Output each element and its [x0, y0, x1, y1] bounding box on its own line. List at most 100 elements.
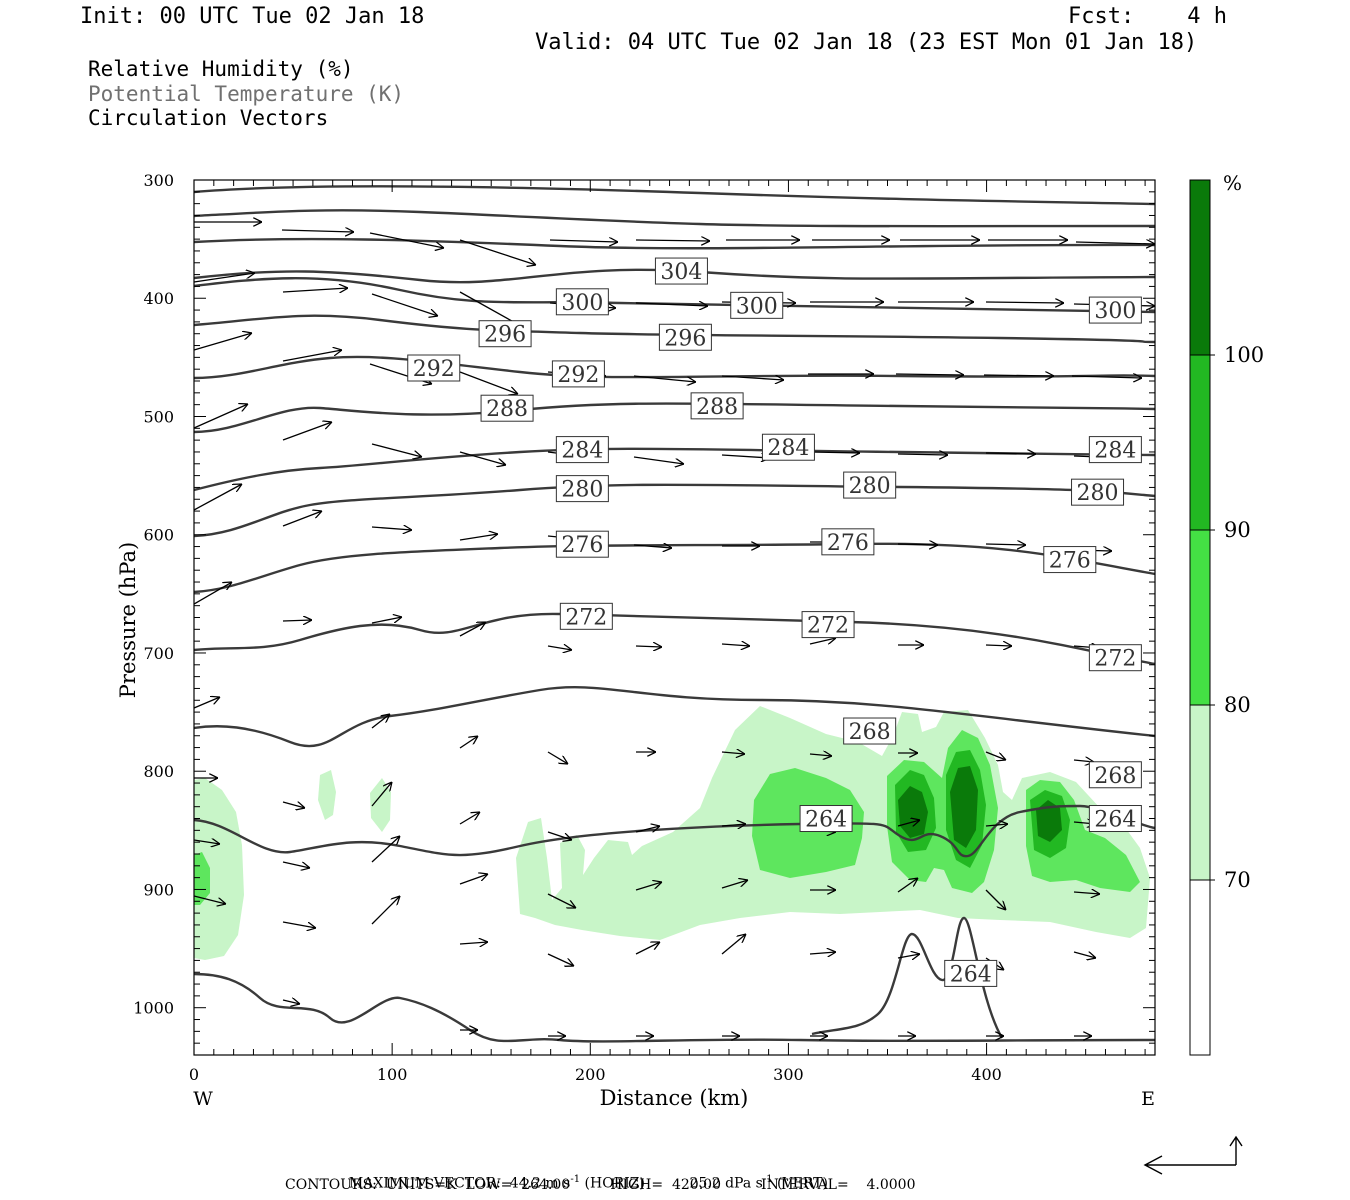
theta-label-box [799, 805, 853, 833]
theta-label-box [555, 530, 609, 558]
max-vert-value: 25.2 dPa s [689, 1175, 763, 1192]
axis-tick-labels: 0 100 200 300 400 300 400 500 600 700 800 900 1000 [133, 171, 1002, 1084]
circulation-vector [371, 896, 400, 925]
theta-label: 284 [561, 439, 603, 464]
theta-label-box [478, 320, 532, 348]
circulation-vector [721, 934, 746, 955]
circulation-vector [371, 617, 402, 624]
theta-contour [194, 542, 1155, 594]
circulation-vector [633, 456, 684, 464]
colorbar-frame [1189, 179, 1211, 1056]
circulation-vector [809, 754, 832, 756]
max-horiz-unit: (HORIZ) [580, 1175, 645, 1192]
circulation-vector [809, 638, 836, 645]
circulation-vector [282, 511, 322, 527]
circulation-vector [721, 824, 746, 826]
x-tick-label: 200 [575, 1065, 606, 1084]
circulation-vector [282, 288, 348, 292]
theta-label: 288 [486, 397, 528, 422]
circulation-vector [635, 240, 710, 241]
theta-contour [194, 972, 1155, 1043]
circulation-vector [193, 697, 220, 709]
theta-label: 264 [805, 808, 847, 833]
circulation-vector [985, 645, 1012, 646]
circulation-vector [282, 921, 316, 928]
theta-label-box [821, 528, 875, 556]
circulation-vector [282, 350, 342, 362]
circulation-vector [371, 293, 438, 316]
theta-label-box [730, 291, 784, 319]
theta-label: 304 [660, 260, 702, 285]
theta-label-box [1088, 805, 1142, 833]
theta-contour [194, 185, 1155, 206]
circulation-vector [193, 333, 252, 351]
max-vert-exponent: -1 [762, 1174, 773, 1185]
legend-rh: Relative Humidity (%) [88, 57, 354, 81]
circulation-vector [282, 1000, 300, 1004]
theta-label: 280 [1077, 481, 1119, 506]
theta-label-box [1071, 478, 1125, 506]
circulation-vector [193, 273, 255, 283]
theta-label-box [480, 394, 534, 422]
circulation-vector [635, 826, 660, 833]
circulation-vector [1075, 242, 1155, 244]
circulation-vector [635, 303, 708, 306]
theta-label: 272 [565, 605, 607, 630]
theta-label: 268 [1094, 764, 1136, 789]
circulation-vector [282, 620, 312, 621]
theta-label-box [407, 354, 461, 382]
theta-label: 280 [849, 474, 891, 499]
theta-label: 300 [1094, 299, 1136, 324]
legend-theta: Potential Temperature (K) [88, 82, 405, 106]
theta-label: 276 [1049, 549, 1091, 574]
circulation-vector [547, 893, 576, 908]
x-tick-label: 400 [971, 1065, 1002, 1084]
colorbar: % 100 90 80 70 [1189, 171, 1264, 1056]
circulation-vector [371, 527, 412, 530]
valid-time: Valid: 04 UTC Tue 02 Jan 18 (23 EST Mon … [535, 30, 1198, 55]
contour-info: CONTOURS: UNITS=K LOW= 264.00 HIGH= 420.… [285, 1177, 916, 1193]
theta-label-box [555, 436, 609, 464]
circulation-vector [895, 374, 964, 375]
theta-contour [194, 268, 1155, 284]
colorbar-bin-below-70 [1190, 880, 1210, 1055]
circulation-vector [897, 820, 920, 826]
circulation-vector [371, 714, 390, 729]
circulation-vector [1071, 376, 1142, 378]
theta-label-box [559, 602, 613, 630]
circulation-vector [193, 484, 242, 511]
theta-label: 300 [561, 291, 603, 316]
circulation-vector [281, 230, 354, 232]
theta-label-box [658, 323, 712, 351]
circulation-vector [282, 802, 305, 808]
rh-100-region [1036, 800, 1062, 842]
rh-80-region [194, 852, 210, 905]
theta-label: 268 [849, 720, 891, 745]
colorbar-bin-100 [1190, 180, 1210, 355]
colorbar-bin-90 [1190, 355, 1210, 530]
circulation-vector [635, 942, 660, 955]
theta-label-box [551, 360, 605, 388]
circulation-vector [635, 882, 662, 891]
theta-label-box [843, 471, 897, 499]
y-tick-label: 800 [143, 762, 174, 781]
forecast-hour: Fcst: 4 h [1068, 4, 1227, 29]
theta-label-layer: 304 300 300 300 296 296 292 292 288 288 284 284 284 2… [407, 257, 1142, 987]
rh-100-region [950, 766, 978, 848]
circulation-vector [1073, 952, 1096, 958]
x-tick-label: 300 [773, 1065, 804, 1084]
circulation-vector [282, 422, 332, 441]
theta-label: 288 [696, 395, 738, 420]
colorbar-unit: % [1223, 171, 1242, 195]
circulation-vector [547, 646, 572, 650]
theta-label: 284 [1094, 439, 1136, 464]
circulation-vector [193, 895, 226, 904]
theta-label-box [555, 288, 609, 316]
x-tick-label: 0 [189, 1065, 199, 1084]
theta-label: 264 [950, 962, 992, 987]
circulation-vector [193, 582, 232, 605]
circulation-vector [633, 545, 672, 548]
theta-label-box [843, 717, 897, 745]
circulation-vector [721, 644, 750, 646]
